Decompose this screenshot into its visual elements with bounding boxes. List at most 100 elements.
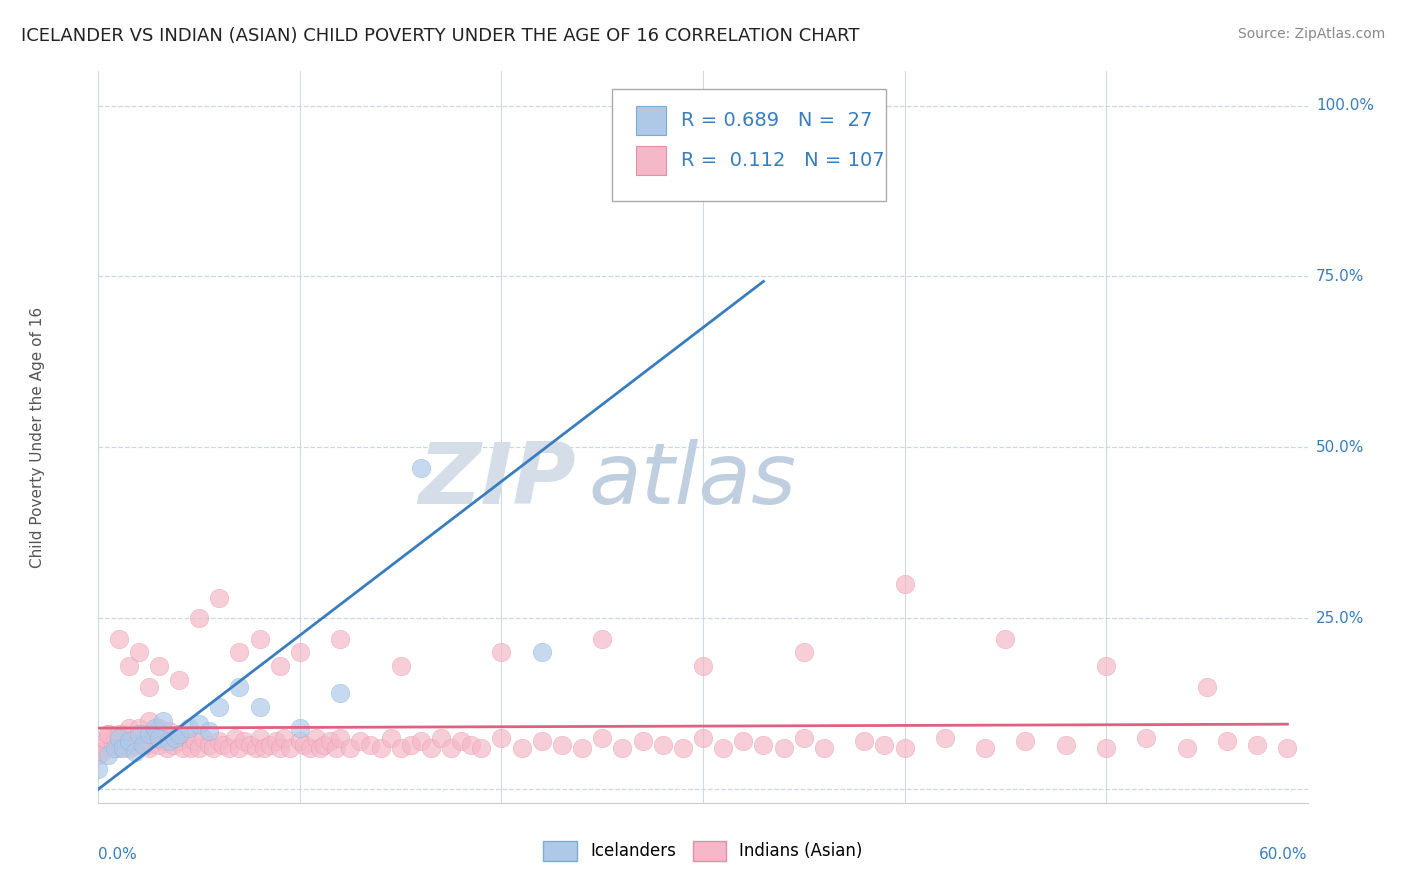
Point xyxy=(118,721,141,735)
Point xyxy=(1216,734,1239,748)
Point xyxy=(853,734,876,748)
Point xyxy=(128,645,150,659)
Text: 60.0%: 60.0% xyxy=(1260,847,1308,862)
Text: 50.0%: 50.0% xyxy=(1316,440,1364,455)
Point xyxy=(733,734,755,748)
Point xyxy=(440,741,463,756)
Point xyxy=(107,632,129,646)
Point xyxy=(148,731,170,745)
Point xyxy=(87,741,110,756)
Point xyxy=(460,738,482,752)
Point xyxy=(228,741,250,756)
Point xyxy=(591,632,613,646)
Point xyxy=(752,105,775,120)
Point xyxy=(138,680,160,694)
Point xyxy=(409,734,432,748)
Point xyxy=(208,591,231,605)
Point xyxy=(752,738,775,752)
Point xyxy=(156,741,179,756)
Point xyxy=(288,734,311,748)
Point xyxy=(692,731,714,745)
Point xyxy=(167,727,190,741)
Point xyxy=(249,632,271,646)
Point xyxy=(218,741,240,756)
Point xyxy=(120,731,142,745)
Point xyxy=(138,727,160,741)
Point xyxy=(138,714,160,728)
Point xyxy=(631,734,654,748)
Point xyxy=(87,762,110,776)
Point xyxy=(273,731,295,745)
Point xyxy=(470,741,492,756)
Point xyxy=(288,645,311,659)
Point xyxy=(1175,741,1198,756)
Point xyxy=(349,734,371,748)
Point xyxy=(224,731,246,745)
Point xyxy=(167,734,190,748)
Point xyxy=(107,727,129,741)
Point xyxy=(1014,734,1036,748)
Text: 100.0%: 100.0% xyxy=(1316,98,1374,113)
Point xyxy=(530,645,553,659)
Point xyxy=(128,734,150,748)
Point xyxy=(612,741,634,756)
Point xyxy=(793,731,815,745)
Point xyxy=(143,721,166,735)
Point xyxy=(239,738,262,752)
Text: ZIP: ZIP xyxy=(419,440,576,523)
Point xyxy=(245,741,267,756)
Point xyxy=(360,738,382,752)
Point xyxy=(228,680,250,694)
Point xyxy=(309,741,332,756)
Text: 75.0%: 75.0% xyxy=(1316,268,1364,284)
Point xyxy=(893,577,915,591)
Point xyxy=(772,741,794,756)
Point xyxy=(793,645,815,659)
Point xyxy=(114,734,136,748)
Point xyxy=(132,727,155,741)
Point xyxy=(299,741,322,756)
Point xyxy=(143,731,166,745)
Point xyxy=(162,738,184,752)
Point xyxy=(124,745,146,759)
Point xyxy=(278,741,301,756)
Point xyxy=(212,738,235,752)
Point xyxy=(172,741,194,756)
Point xyxy=(249,731,271,745)
Point xyxy=(128,721,150,735)
Point xyxy=(319,734,342,748)
Point xyxy=(107,731,129,745)
Point xyxy=(152,734,174,748)
Point xyxy=(208,734,231,748)
Point xyxy=(179,721,201,735)
Point xyxy=(87,747,110,762)
Point xyxy=(672,741,695,756)
Point xyxy=(167,673,190,687)
Point xyxy=(409,460,432,475)
Point xyxy=(1095,659,1118,673)
Point xyxy=(571,741,593,756)
Point xyxy=(96,734,118,748)
Point xyxy=(91,745,114,759)
Point xyxy=(107,741,129,756)
Point xyxy=(118,734,141,748)
Point xyxy=(232,734,254,748)
Point xyxy=(148,738,170,752)
Point xyxy=(97,727,120,741)
Point xyxy=(380,731,402,745)
Point xyxy=(510,741,533,756)
Point xyxy=(1277,741,1299,756)
Text: 0.0%: 0.0% xyxy=(98,847,138,862)
Point xyxy=(329,632,352,646)
Point xyxy=(591,731,613,745)
Point xyxy=(176,731,198,745)
Point xyxy=(325,741,347,756)
Point xyxy=(188,717,211,731)
Legend: Icelanders, Indians (Asian): Icelanders, Indians (Asian) xyxy=(537,834,869,868)
Point xyxy=(329,686,352,700)
Point xyxy=(305,731,328,745)
Point xyxy=(269,741,291,756)
Point xyxy=(551,738,574,752)
Point xyxy=(934,731,956,745)
Point xyxy=(135,738,157,752)
